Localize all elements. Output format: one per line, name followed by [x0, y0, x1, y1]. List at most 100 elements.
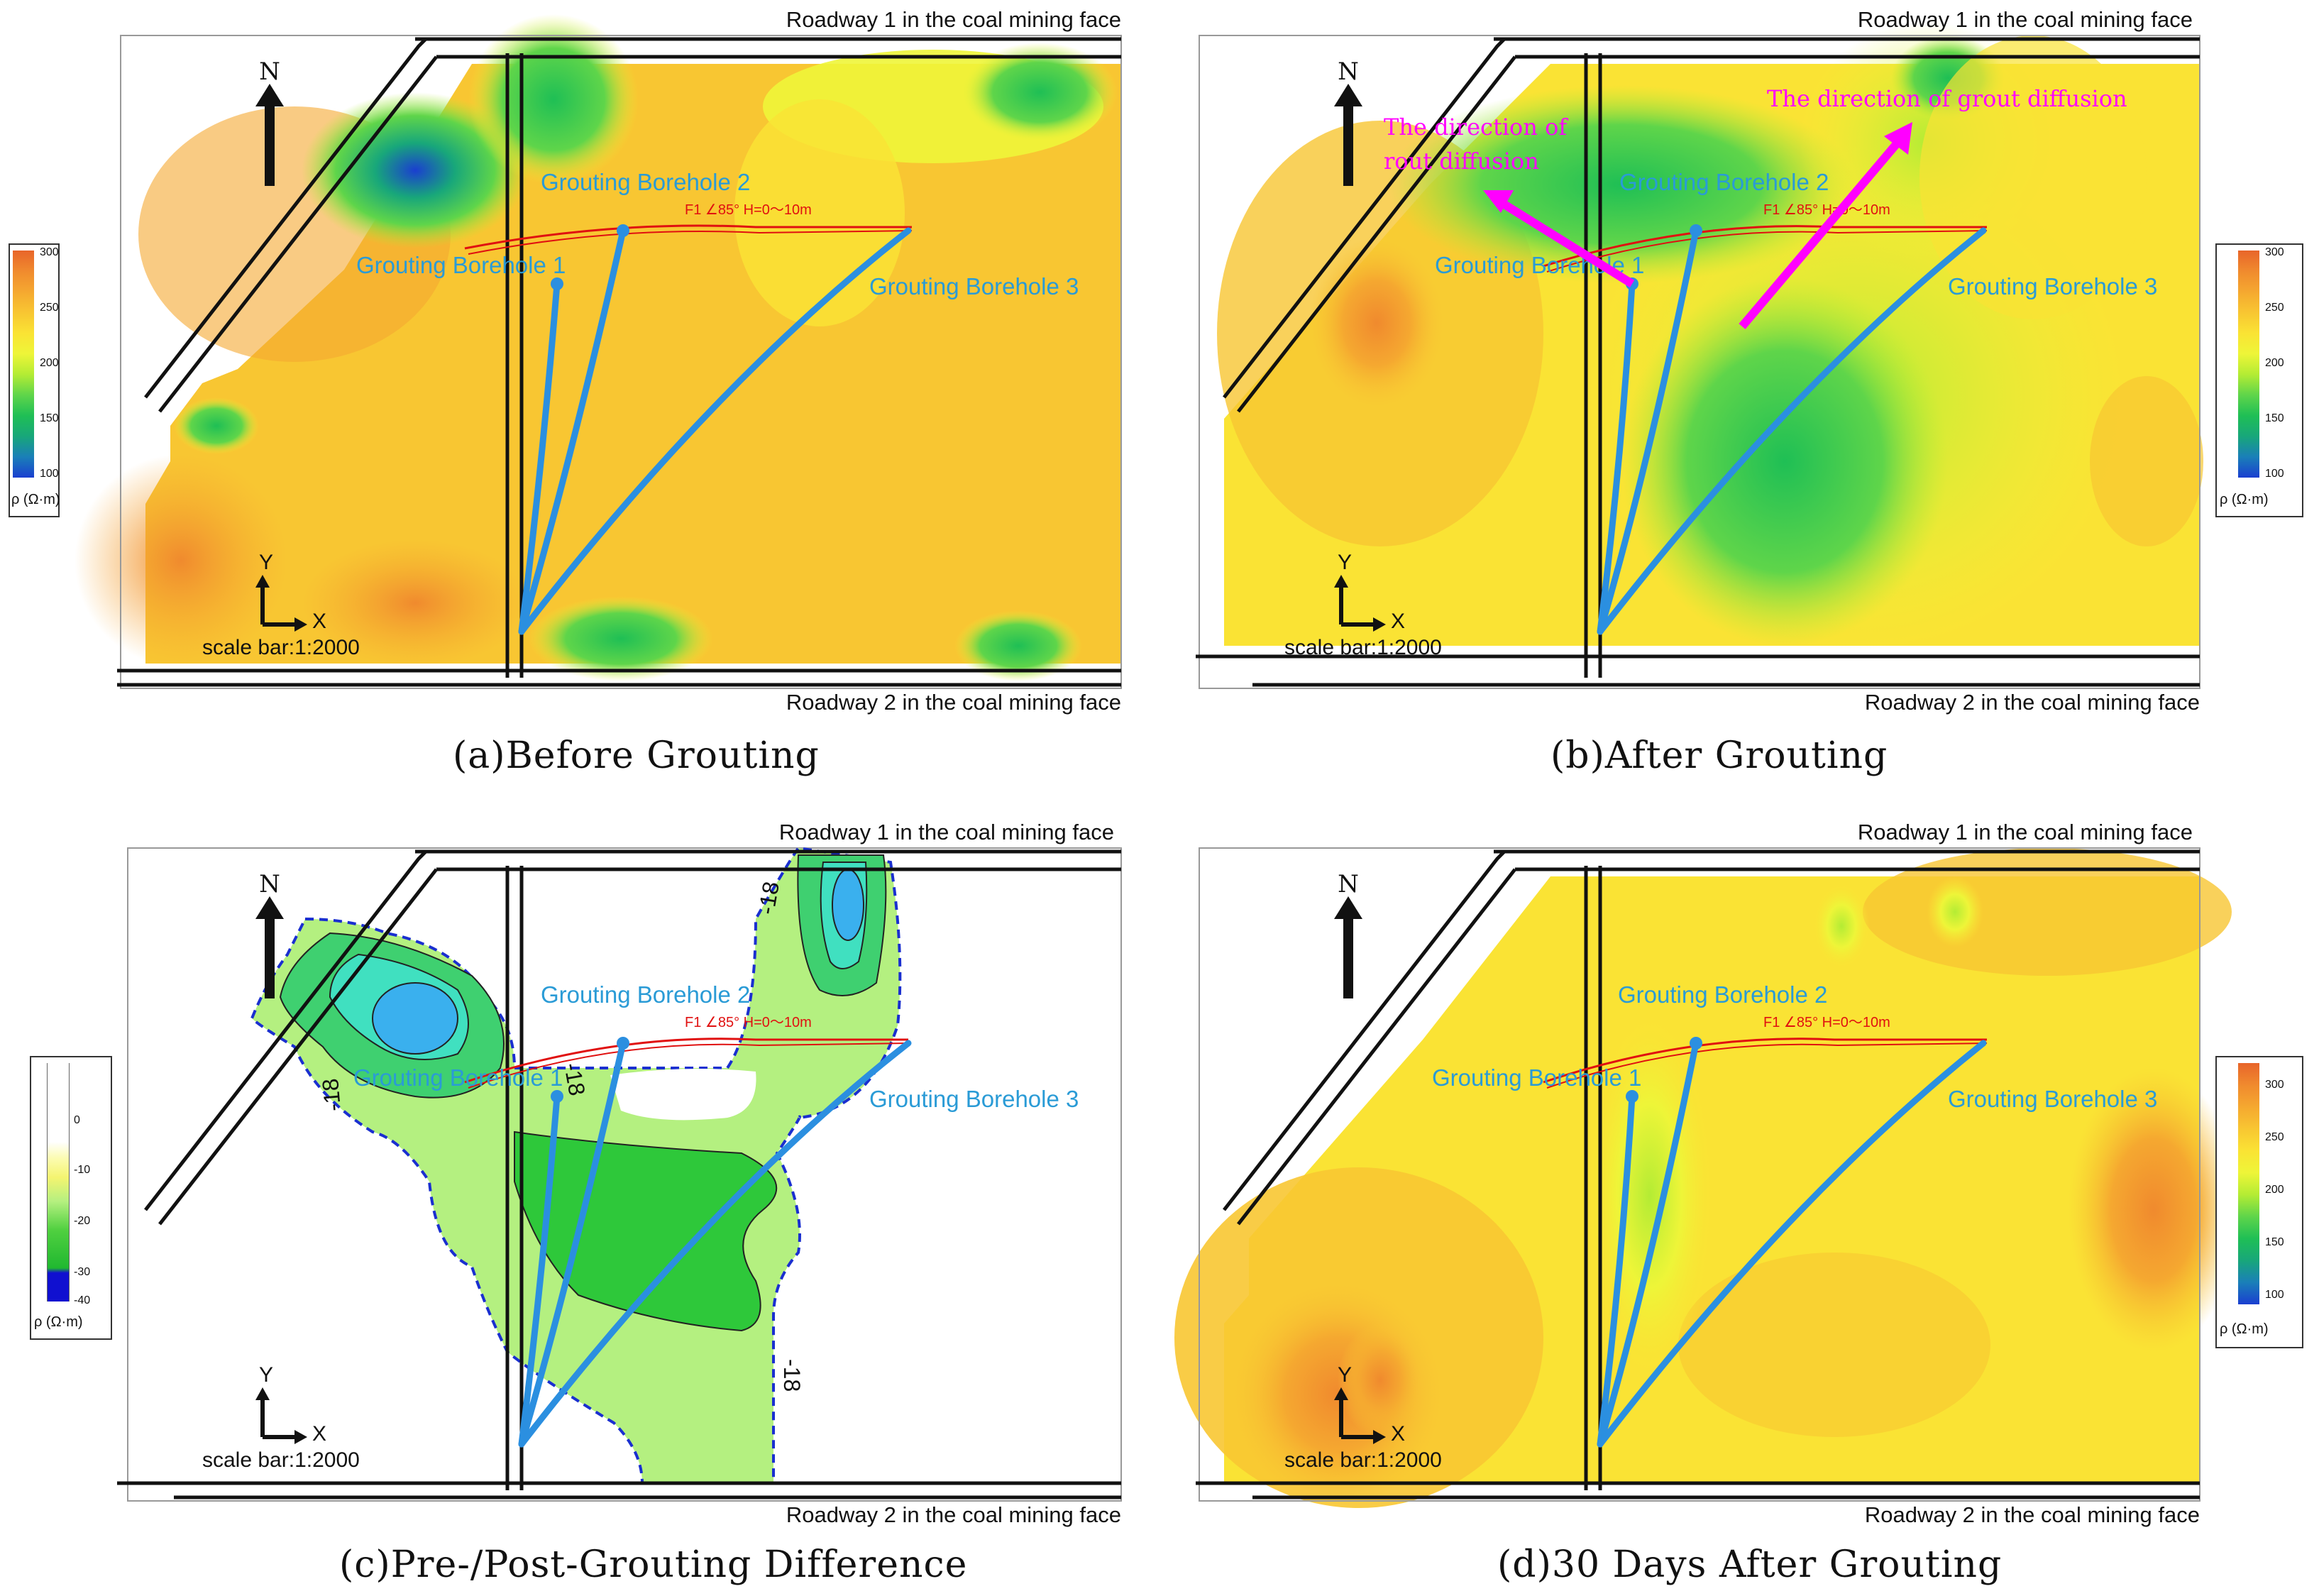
svg-text:X: X — [1391, 1422, 1405, 1446]
colorbar-unit: ρ (Ω·m) — [2220, 1321, 2269, 1337]
north-arrow-icon: N — [255, 870, 284, 998]
map-frame — [120, 35, 1122, 689]
svg-text:N: N — [259, 870, 280, 898]
roadway-2-label: Roadway 2 in the coal mining face — [1865, 1502, 2200, 1527]
panel-30-days-after: Roadway 1 in the coal mining face Roadwa… — [1174, 813, 2239, 1527]
svg-text:X: X — [1391, 610, 1405, 633]
roadway-1 — [144, 849, 1121, 1226]
colorbar-tick: 150 — [2265, 412, 2284, 424]
scale-bar-label: scale bar:1:2000 — [1284, 1448, 1442, 1472]
scale-bar-label: scale bar:1:2000 — [202, 1448, 360, 1472]
borehole-2-end — [617, 224, 629, 237]
svg-text:N: N — [259, 57, 280, 86]
colorbar-tick: 0 — [74, 1114, 80, 1126]
colorbar-gradient — [13, 251, 34, 478]
colorbar-tick: 100 — [2265, 1289, 2284, 1301]
roadway-2 — [1196, 654, 2200, 687]
difference-map: Roadway 1 in the coal mining face Roadwa… — [117, 820, 1122, 1527]
colorbar-tick: -30 — [74, 1266, 91, 1278]
svg-text:Y: Y — [259, 551, 273, 574]
direction-right-label: The direction of grout diffusion — [1767, 85, 2127, 112]
boreholes — [518, 227, 912, 635]
caption-b: (b)After Grouting — [1550, 734, 1888, 777]
contour-label: -18 — [779, 1359, 805, 1392]
north-arrow-icon: N — [255, 57, 284, 186]
fault-label: F1 ∠85° H=0～10m — [1763, 1015, 1890, 1030]
xy-axis-icon: Y X — [255, 551, 326, 633]
working-face-cut — [505, 53, 524, 678]
roadway-1-label: Roadway 1 in the coal mining face — [779, 820, 1114, 844]
borehole-3-label: Grouting Borehole 3 — [1948, 1086, 2157, 1112]
colorbar-resistivity-right: 300 250 200 150 100 ρ (Ω·m) — [2215, 243, 2303, 517]
colorbar-tick: -40 — [74, 1294, 91, 1306]
roadway-1 — [1223, 37, 2200, 413]
borehole-3-label: Grouting Borehole 3 — [1948, 273, 2157, 299]
resistivity-map-before: Roadway 1 in the coal mining face Roadwa… — [75, 7, 1122, 715]
roadway-1-label: Roadway 1 in the coal mining face — [786, 7, 1121, 32]
borehole-2-label: Grouting Borehole 2 — [541, 981, 750, 1008]
colorbar-unit: ρ (Ω·m) — [2220, 492, 2269, 507]
grout-diffusion-arrow-right — [1739, 122, 1912, 329]
roadway-2 — [117, 668, 1121, 687]
colorbar-tick: 250 — [2265, 1131, 2284, 1143]
xy-axis-icon: Y X — [1334, 551, 1405, 633]
panel-difference: Roadway 1 in the coal mining face Roadwa… — [117, 813, 1125, 1527]
colorbar-difference: 0 -10 -20 -30 -40 ρ (Ω·m) — [30, 1056, 112, 1340]
colorbar-tick: 200 — [40, 357, 59, 369]
caption-c: (c)Pre-/Post-Grouting Difference — [339, 1543, 968, 1586]
colorbar-resistivity-right-bottom: 300 250 200 150 100 ρ (Ω·m) — [2215, 1056, 2303, 1348]
colorbar-gradient — [2238, 1063, 2259, 1304]
colorbar-unit: ρ (Ω·m) — [11, 492, 60, 507]
colorbar-tick: 100 — [2265, 468, 2284, 480]
svg-text:N: N — [1338, 57, 1359, 86]
boreholes — [1597, 1040, 1987, 1448]
scale-bar-label: scale bar:1:2000 — [202, 636, 360, 659]
panel-after-grouting: Roadway 1 in the coal mining face Roadwa… — [1196, 0, 2203, 715]
colorbar-tick: -20 — [74, 1215, 91, 1227]
colorbar-tick: 150 — [2265, 1236, 2284, 1248]
roadway-2 — [1196, 1481, 2200, 1499]
colorbar-tick: 300 — [2265, 1079, 2284, 1091]
roadway-1-label: Roadway 1 in the coal mining face — [1858, 820, 2193, 844]
contour-label: -18 — [559, 1061, 590, 1098]
xy-axis-icon: Y X — [255, 1363, 326, 1446]
roadway-2-label: Roadway 2 in the coal mining face — [786, 690, 1121, 715]
boreholes — [518, 1040, 912, 1448]
svg-text:N: N — [1338, 870, 1359, 898]
roadway-1 — [1223, 849, 2200, 1226]
colorbar-tick: 200 — [2265, 357, 2284, 369]
grout-diffusion-arrow-left — [1483, 190, 1635, 288]
roadway-1 — [144, 37, 1121, 413]
borehole-3-label: Grouting Borehole 3 — [869, 273, 1079, 299]
panel-before-grouting: Roadway 1 in the coal mining face Roadwa… — [75, 0, 1125, 715]
borehole-1-end — [551, 277, 563, 290]
svg-text:Y: Y — [1338, 1363, 1352, 1387]
boreholes — [1597, 227, 1987, 635]
colorbar-tick: 100 — [40, 468, 59, 480]
borehole-3-label: Grouting Borehole 3 — [869, 1086, 1079, 1112]
contour-zone-minus20-center — [514, 1130, 778, 1332]
roadway-2-label: Roadway 2 in the coal mining face — [786, 1502, 1121, 1527]
north-arrow-icon: N — [1334, 57, 1362, 186]
borehole-2-label: Grouting Borehole 2 — [541, 169, 750, 195]
colorbar-tick: 200 — [2265, 1184, 2284, 1196]
working-face-cut — [1584, 53, 1602, 678]
resistivity-map-30days: Roadway 1 in the coal mining face Roadwa… — [1174, 820, 2239, 1527]
roadway-2 — [117, 1481, 1121, 1499]
colorbar-tick: 250 — [2265, 302, 2284, 314]
fault-label: F1 ∠85° H=0～10m — [685, 202, 812, 218]
north-arrow-icon: N — [1334, 870, 1362, 998]
working-face-cut — [1584, 866, 1602, 1490]
contour-label: -18 — [753, 879, 783, 916]
roadway-1-label: Roadway 1 in the coal mining face — [1858, 7, 2193, 32]
direction-left-label-2: rout diffusion — [1384, 148, 1539, 175]
borehole-1-label: Grouting Borehole 1 — [1432, 1064, 1641, 1091]
colorbar-tick: 300 — [40, 246, 59, 258]
resistivity-map-after: Roadway 1 in the coal mining face Roadwa… — [1196, 7, 2203, 715]
colorbar-gradient — [2238, 251, 2259, 478]
borehole-2-label: Grouting Borehole 2 — [1618, 981, 1827, 1008]
working-face-cut — [505, 866, 524, 1490]
colorbar-tick: 300 — [2265, 246, 2284, 258]
colorbar-gradient — [47, 1063, 70, 1301]
borehole-1-label: Grouting Borehole 1 — [356, 252, 566, 278]
